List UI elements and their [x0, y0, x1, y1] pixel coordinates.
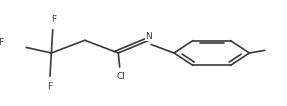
- Text: F: F: [0, 38, 4, 47]
- Text: Cl: Cl: [117, 72, 125, 81]
- Text: F: F: [46, 82, 52, 91]
- Text: F: F: [51, 15, 56, 24]
- Text: N: N: [146, 32, 152, 40]
